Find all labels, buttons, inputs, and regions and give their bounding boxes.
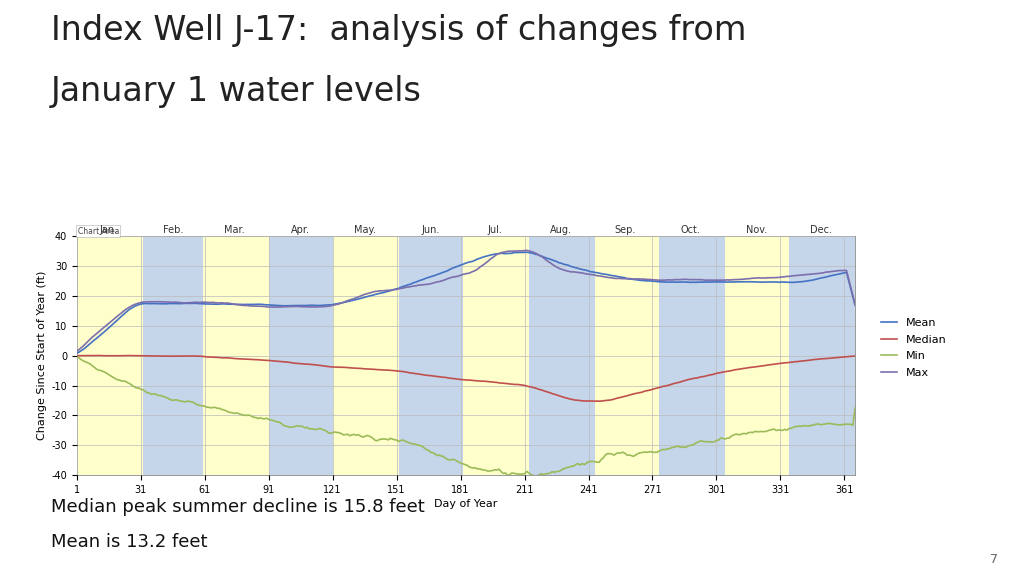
Min <box>606 450 618 457</box>
Text: Index Well J-17:  analysis of changes from: Index Well J-17: analysis of changes fro… <box>51 14 746 47</box>
Median <box>589 398 601 405</box>
Text: January 1 water levels: January 1 water levels <box>51 75 422 108</box>
Bar <box>595 236 658 475</box>
Max <box>490 251 503 258</box>
Median <box>232 355 245 362</box>
Mean <box>606 272 618 279</box>
Bar <box>333 236 398 475</box>
Max <box>147 298 160 305</box>
Median <box>88 352 100 359</box>
Max <box>648 276 660 283</box>
Bar <box>77 236 143 475</box>
Min <box>147 391 160 397</box>
Text: Median peak summer decline is 15.8 feet: Median peak summer decline is 15.8 feet <box>51 498 425 516</box>
Mean <box>147 300 160 307</box>
Median <box>150 353 162 359</box>
Max <box>71 348 83 355</box>
Median <box>650 385 663 392</box>
X-axis label: Day of Year: Day of Year <box>434 499 498 509</box>
Max <box>606 274 618 281</box>
Median <box>71 353 83 359</box>
Y-axis label: Change Since Start of Year (ft): Change Since Start of Year (ft) <box>37 271 47 441</box>
Bar <box>788 236 855 475</box>
Line: Max: Max <box>77 251 855 351</box>
Min <box>529 473 542 480</box>
Min <box>849 405 861 412</box>
Line: Median: Median <box>77 355 855 401</box>
Mean <box>849 302 861 309</box>
Min <box>490 467 503 473</box>
Bar <box>725 236 788 475</box>
Mean <box>203 301 215 308</box>
Line: Mean: Mean <box>77 252 855 353</box>
Max <box>849 301 861 308</box>
Bar <box>143 236 203 475</box>
Max <box>520 247 532 254</box>
Mean <box>71 350 83 357</box>
Max <box>203 299 215 306</box>
Max <box>230 301 243 308</box>
Bar <box>398 236 463 475</box>
Median <box>493 380 505 386</box>
Line: Min: Min <box>77 357 855 477</box>
Bar <box>658 236 725 475</box>
Median <box>205 354 217 361</box>
Text: Chart Area: Chart Area <box>78 227 119 236</box>
Mean <box>648 278 660 285</box>
Bar <box>528 236 595 475</box>
Mean <box>490 251 503 257</box>
Bar <box>463 236 528 475</box>
Min <box>203 404 215 411</box>
Median <box>849 353 861 359</box>
Text: Mean is 13.2 feet: Mean is 13.2 feet <box>51 533 208 551</box>
Mean <box>520 249 532 256</box>
Min <box>71 354 83 361</box>
Bar <box>203 236 268 475</box>
Legend: Mean, Median, Min, Max: Mean, Median, Min, Max <box>877 313 951 382</box>
Text: 7: 7 <box>990 552 998 566</box>
Bar <box>268 236 333 475</box>
Median <box>608 396 621 403</box>
Mean <box>230 301 243 308</box>
Min <box>648 449 660 456</box>
Min <box>230 410 243 416</box>
